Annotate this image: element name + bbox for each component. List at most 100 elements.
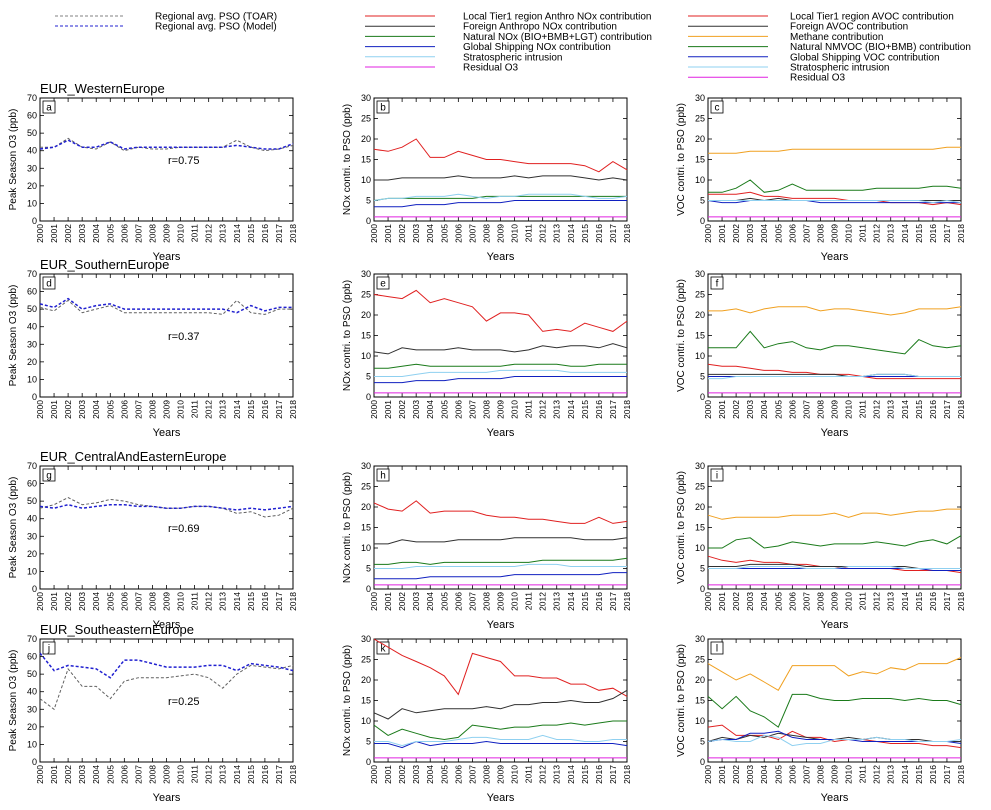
panel-letter-box bbox=[376, 100, 390, 114]
series-line bbox=[707, 508, 961, 520]
x-tick-label: 2004 bbox=[425, 400, 435, 419]
x-tick-label: 2009 bbox=[496, 765, 506, 784]
y-tick-label: 30 bbox=[361, 461, 371, 471]
y-tick-label: 30 bbox=[361, 269, 371, 279]
x-tick-label: 2010 bbox=[176, 224, 186, 243]
x-tick-label: 2008 bbox=[481, 592, 491, 611]
y-tick-label: 50 bbox=[27, 128, 37, 138]
x-tick-label: 2012 bbox=[204, 765, 214, 784]
x-tick-label: 2014 bbox=[900, 592, 910, 611]
x-tick-label: 2003 bbox=[77, 224, 87, 243]
x-tick-label: 2007 bbox=[801, 400, 811, 419]
y-tick-label: 0 bbox=[700, 392, 705, 402]
x-tick-label: 2017 bbox=[608, 400, 618, 419]
y-tick-label: 25 bbox=[695, 114, 705, 124]
x-axis-title: Years bbox=[487, 792, 515, 804]
x-tick-label: 2000 bbox=[703, 765, 713, 784]
x-tick-label: 2015 bbox=[246, 765, 256, 784]
x-tick-label: 2015 bbox=[580, 765, 590, 784]
series-line bbox=[708, 179, 962, 193]
legend-label: Stratospheric intrusion bbox=[790, 63, 890, 74]
x-tick-label: 2018 bbox=[622, 765, 632, 784]
y-axis-title: VOC contri. to PSO (ppb) bbox=[676, 103, 687, 216]
x-tick-label: 2000 bbox=[369, 592, 379, 611]
x-tick-label: 2003 bbox=[411, 765, 421, 784]
x-tick-label: 2001 bbox=[383, 765, 393, 784]
series-line bbox=[373, 289, 628, 332]
x-tick-label: 2010 bbox=[510, 400, 520, 419]
x-tick-label: 2007 bbox=[133, 400, 143, 419]
x-tick-label: 2012 bbox=[872, 592, 882, 611]
y-tick-label: 20 bbox=[361, 134, 371, 144]
y-tick-label: 10 bbox=[695, 351, 705, 361]
x-tick-label: 2006 bbox=[787, 224, 797, 243]
series-line bbox=[374, 572, 627, 580]
x-tick-label: 2006 bbox=[119, 400, 129, 419]
y-tick-label: 30 bbox=[27, 339, 37, 349]
y-tick-label: 20 bbox=[27, 181, 37, 191]
region-title: EUR_WesternEurope bbox=[40, 81, 165, 96]
legend-label: Methane contribution bbox=[790, 32, 883, 43]
y-tick-label: 0 bbox=[366, 584, 371, 594]
y-tick-label: 0 bbox=[700, 584, 705, 594]
panel-letter: c bbox=[715, 103, 720, 114]
panel-letter: l bbox=[716, 644, 718, 655]
x-tick-label: 2011 bbox=[190, 592, 200, 611]
x-tick-label: 2008 bbox=[147, 592, 157, 611]
y-tick-label: 0 bbox=[32, 584, 37, 594]
y-tick-label: 15 bbox=[361, 155, 371, 165]
y-tick-label: 10 bbox=[27, 566, 37, 576]
x-tick-label: 2011 bbox=[524, 765, 534, 784]
x-tick-label: 2017 bbox=[942, 400, 952, 419]
x-tick-label: 2013 bbox=[552, 592, 562, 611]
x-tick-label: 2002 bbox=[397, 765, 407, 784]
x-tick-label: 2013 bbox=[886, 224, 896, 243]
x-tick-label: 2014 bbox=[566, 400, 576, 419]
x-tick-label: 2017 bbox=[942, 224, 952, 243]
panel-g: 0 10 20 30 40 50 60 70 2000 2001 2002 2003 2004 2005 2… bbox=[8, 461, 298, 631]
x-tick-label: 2010 bbox=[176, 400, 186, 419]
x-tick-label: 2012 bbox=[538, 224, 548, 243]
series-line bbox=[373, 689, 628, 720]
x-tick-label: 2016 bbox=[928, 224, 938, 243]
series-line bbox=[39, 503, 294, 511]
x-tick-label: 2012 bbox=[538, 400, 548, 419]
x-tick-label: 2009 bbox=[162, 592, 172, 611]
x-tick-label: 2002 bbox=[63, 224, 73, 243]
y-tick-label: 30 bbox=[27, 531, 37, 541]
y-tick-label: 25 bbox=[695, 655, 705, 665]
legend-label: Global Shipping VOC contribution bbox=[790, 52, 940, 63]
correlation-label: r=0.25 bbox=[168, 696, 200, 708]
x-tick-label: 2003 bbox=[411, 592, 421, 611]
x-tick-label: 2003 bbox=[77, 765, 87, 784]
series-line bbox=[39, 139, 294, 150]
y-tick-label: 25 bbox=[361, 482, 371, 492]
series-line bbox=[374, 363, 627, 369]
y-tick-label: 0 bbox=[32, 216, 37, 226]
x-tick-label: 2014 bbox=[232, 400, 242, 419]
x-tick-label: 2009 bbox=[496, 400, 506, 419]
x-tick-label: 2006 bbox=[787, 765, 797, 784]
legend-voc: Local Tier1 region AVOC contributionFore… bbox=[688, 12, 971, 84]
y-tick-label: 20 bbox=[695, 134, 705, 144]
y-tick-label: 25 bbox=[361, 290, 371, 300]
panel-letter: b bbox=[380, 103, 386, 114]
x-tick-label: 2006 bbox=[787, 592, 797, 611]
x-tick-label: 2012 bbox=[204, 224, 214, 243]
x-tick-label: 2005 bbox=[439, 400, 449, 419]
y-axis-title: Peak Season O3 (ppb) bbox=[8, 477, 19, 579]
x-tick-label: 2004 bbox=[759, 765, 769, 784]
x-tick-label: 2008 bbox=[481, 400, 491, 419]
y-tick-label: 15 bbox=[695, 155, 705, 165]
x-tick-label: 2017 bbox=[274, 400, 284, 419]
x-tick-label: 2008 bbox=[147, 765, 157, 784]
y-tick-label: 20 bbox=[361, 502, 371, 512]
y-tick-label: 30 bbox=[695, 634, 705, 644]
y-axis-title: Peak Season O3 (ppb) bbox=[8, 650, 19, 752]
x-tick-label: 2001 bbox=[717, 400, 727, 419]
x-tick-label: 2006 bbox=[119, 765, 129, 784]
panel-letter: e bbox=[380, 279, 386, 290]
x-tick-label: 2013 bbox=[218, 224, 228, 243]
x-tick-label: 2003 bbox=[77, 592, 87, 611]
x-tick-label: 2002 bbox=[63, 592, 73, 611]
